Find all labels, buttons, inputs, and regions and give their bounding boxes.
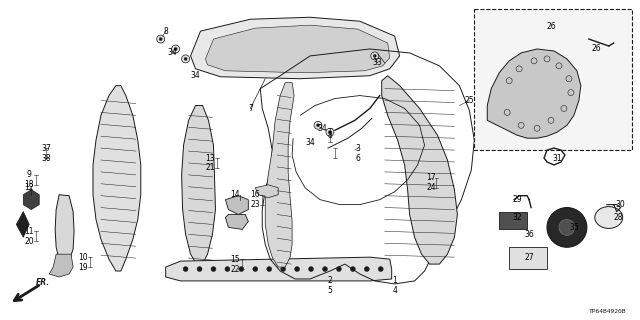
Polygon shape <box>255 185 278 198</box>
Polygon shape <box>182 106 216 264</box>
Circle shape <box>159 37 162 41</box>
Text: 5: 5 <box>328 286 332 295</box>
Circle shape <box>378 267 383 272</box>
Circle shape <box>211 267 216 272</box>
Text: 8: 8 <box>328 131 332 140</box>
Text: 34: 34 <box>191 71 200 80</box>
Circle shape <box>253 267 258 272</box>
Text: 34: 34 <box>317 124 327 133</box>
Circle shape <box>559 220 575 235</box>
Circle shape <box>314 121 322 129</box>
Circle shape <box>547 208 587 247</box>
Text: 29: 29 <box>513 195 522 204</box>
Text: 31: 31 <box>552 154 562 163</box>
FancyBboxPatch shape <box>474 9 632 150</box>
Text: 27: 27 <box>524 253 534 262</box>
Text: 12: 12 <box>24 183 34 192</box>
Circle shape <box>294 267 300 272</box>
Polygon shape <box>487 49 581 138</box>
Text: 21: 21 <box>205 164 215 172</box>
Circle shape <box>371 52 379 60</box>
Text: 30: 30 <box>616 200 625 209</box>
Circle shape <box>317 124 319 127</box>
Text: 34: 34 <box>168 48 177 57</box>
Text: 2: 2 <box>328 276 332 285</box>
Polygon shape <box>17 212 29 237</box>
Text: 14: 14 <box>230 190 240 199</box>
Text: 20: 20 <box>24 237 34 246</box>
Circle shape <box>172 45 180 53</box>
Circle shape <box>308 267 314 272</box>
Text: 37: 37 <box>42 144 51 153</box>
Circle shape <box>364 267 369 272</box>
Text: 33: 33 <box>373 58 383 67</box>
Text: 9: 9 <box>27 170 32 180</box>
Text: 22: 22 <box>230 265 240 274</box>
Polygon shape <box>191 17 399 79</box>
Polygon shape <box>93 86 141 271</box>
Circle shape <box>157 35 164 43</box>
Circle shape <box>197 267 202 272</box>
Polygon shape <box>381 76 458 264</box>
Text: 38: 38 <box>42 154 51 163</box>
Ellipse shape <box>595 207 623 228</box>
Text: 3: 3 <box>355 144 360 153</box>
Text: 26: 26 <box>546 22 556 31</box>
Circle shape <box>326 128 334 136</box>
Circle shape <box>183 267 188 272</box>
Text: 18: 18 <box>24 180 34 189</box>
Text: 36: 36 <box>524 230 534 239</box>
Circle shape <box>323 267 328 272</box>
Polygon shape <box>55 195 74 261</box>
Text: 35: 35 <box>569 223 579 232</box>
Circle shape <box>337 267 341 272</box>
Text: 34: 34 <box>305 138 315 147</box>
Polygon shape <box>23 190 39 210</box>
Circle shape <box>328 131 332 134</box>
Text: 10: 10 <box>78 253 88 262</box>
Text: 25: 25 <box>465 96 474 105</box>
Polygon shape <box>49 254 73 277</box>
Text: 28: 28 <box>614 213 623 222</box>
Text: 24: 24 <box>427 183 436 192</box>
Text: 7: 7 <box>248 104 253 113</box>
Text: FR.: FR. <box>36 278 51 287</box>
Text: 4: 4 <box>392 286 397 295</box>
Text: 8: 8 <box>163 27 168 36</box>
Polygon shape <box>265 83 294 267</box>
Polygon shape <box>225 214 248 229</box>
Circle shape <box>373 54 376 57</box>
Text: 11: 11 <box>24 227 34 236</box>
Text: 16: 16 <box>250 190 260 199</box>
Text: 1: 1 <box>392 276 397 285</box>
Circle shape <box>267 267 272 272</box>
Circle shape <box>281 267 285 272</box>
Text: 26: 26 <box>592 44 602 53</box>
Circle shape <box>184 57 187 60</box>
Polygon shape <box>166 257 392 281</box>
Text: 19: 19 <box>78 263 88 272</box>
Text: 13: 13 <box>205 154 215 163</box>
Circle shape <box>182 55 189 63</box>
Text: 15: 15 <box>230 255 240 264</box>
FancyBboxPatch shape <box>509 247 547 269</box>
Polygon shape <box>205 25 390 73</box>
Text: 32: 32 <box>513 213 522 222</box>
Circle shape <box>239 267 244 272</box>
Text: 17: 17 <box>427 173 436 182</box>
Polygon shape <box>225 196 248 214</box>
Circle shape <box>225 267 230 272</box>
Text: TP64B4920B: TP64B4920B <box>589 309 627 314</box>
Circle shape <box>350 267 355 272</box>
Text: 23: 23 <box>250 200 260 209</box>
Circle shape <box>174 47 177 51</box>
FancyBboxPatch shape <box>499 212 527 229</box>
Text: 6: 6 <box>355 154 360 163</box>
